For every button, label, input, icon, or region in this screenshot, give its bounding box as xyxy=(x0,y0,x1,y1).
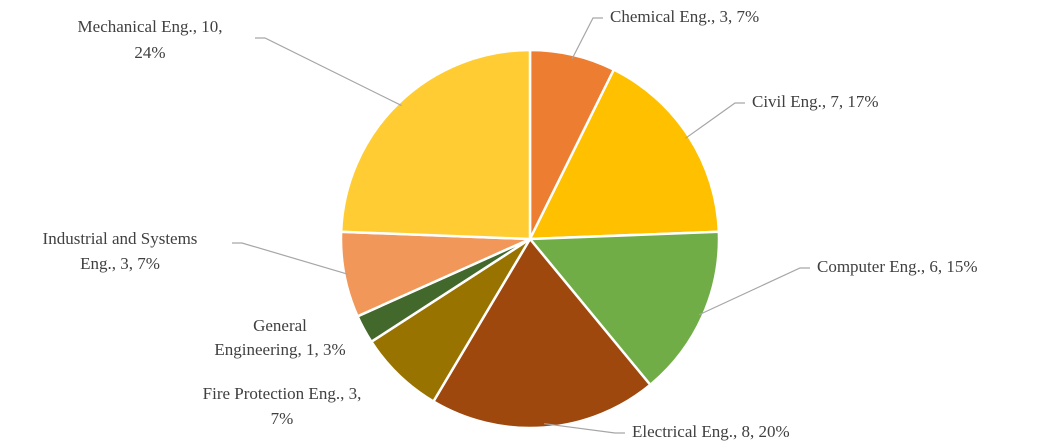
data-label-line: Eng., 3, 7% xyxy=(80,254,160,273)
pie-slice xyxy=(527,230,721,387)
data-label-line: 7% xyxy=(271,409,294,428)
data-label-line: Mechanical Eng., 10, xyxy=(78,17,223,36)
data-label-line: Chemical Eng., 3, 7% xyxy=(610,7,759,26)
data-label: Computer Eng., 6, 15% xyxy=(817,257,978,276)
data-label-line: Computer Eng., 6, 15% xyxy=(817,257,978,276)
data-label: Civil Eng., 7, 17% xyxy=(752,92,879,111)
data-label-line: Electrical Eng., 8, 20% xyxy=(632,422,790,441)
data-label-line: Fire Protection Eng., 3, xyxy=(203,384,362,403)
data-label: Chemical Eng., 3, 7% xyxy=(610,7,759,26)
leader-line xyxy=(685,102,745,139)
data-label: Fire Protection Eng., 3, 7% xyxy=(203,384,362,428)
leader-line xyxy=(255,37,402,107)
data-label-line: General xyxy=(253,316,307,335)
data-label: Electrical Eng., 8, 20% xyxy=(632,422,790,441)
pie-slice xyxy=(431,236,653,430)
leader-line xyxy=(232,242,349,275)
data-label-line: Civil Eng., 7, 17% xyxy=(752,92,879,111)
data-label-line: Industrial and Systems xyxy=(43,229,198,248)
data-label: General Engineering, 1, 3% xyxy=(214,316,345,359)
data-label-line: 24% xyxy=(134,43,165,62)
data-label: Mechanical Eng., 10, 24% xyxy=(78,17,223,62)
leader-line xyxy=(571,17,603,59)
leader-line xyxy=(544,423,625,434)
leader-line xyxy=(698,267,810,316)
data-label-line: Engineering, 1, 3% xyxy=(214,340,345,359)
pie-slice xyxy=(339,48,532,241)
data-label: Industrial and Systems Eng., 3, 7% xyxy=(43,229,198,273)
